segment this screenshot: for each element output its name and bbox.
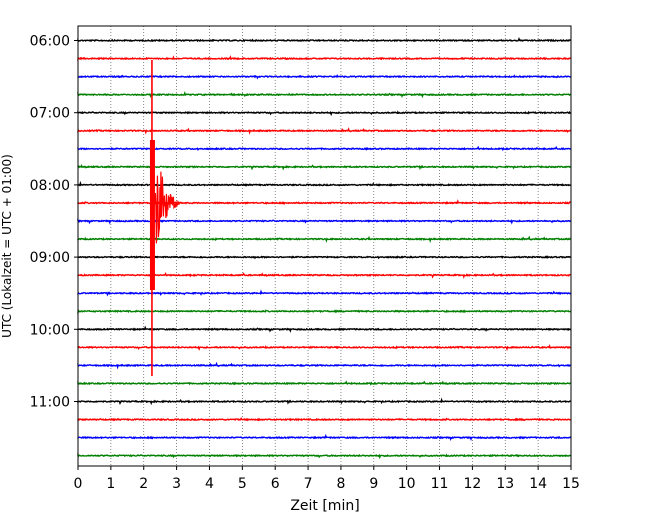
earthquake-event <box>149 60 180 376</box>
x-tick-label: 3 <box>172 476 181 492</box>
trace-line <box>77 344 571 352</box>
trace-line <box>77 433 572 442</box>
trace-line <box>77 127 572 135</box>
x-tick-label: 15 <box>562 476 580 492</box>
grid-lines <box>110 26 539 466</box>
trace-line <box>77 36 571 43</box>
trace-line <box>77 416 571 422</box>
trace-line <box>77 145 571 152</box>
trace-line <box>77 235 572 244</box>
y-tick-label: 11:00 <box>30 395 70 411</box>
trace-line <box>77 163 571 171</box>
y-tick-label: 09:00 <box>30 250 70 266</box>
x-tick-label: 8 <box>336 476 345 492</box>
trace-line <box>77 380 571 386</box>
x-tick-label: 14 <box>529 476 547 492</box>
x-tick-label: 11 <box>431 476 449 492</box>
x-tick-label: 5 <box>238 476 247 492</box>
x-tick-label: 4 <box>205 476 214 492</box>
x-tick-label: 13 <box>496 476 514 492</box>
x-tick-label: 12 <box>463 476 481 492</box>
trace-line <box>77 289 572 297</box>
plot-frame <box>77 25 572 467</box>
y-tick-label: 06:00 <box>30 34 70 50</box>
trace-line <box>77 309 571 315</box>
trace-line <box>77 271 571 279</box>
trace-line <box>77 110 572 117</box>
y-axis-label: UTC (Lokalzeit = UTC + 01:00) <box>0 154 14 338</box>
x-axis-label: Zeit [min] <box>290 498 359 514</box>
trace-line <box>77 55 571 62</box>
y-tick-label: 10:00 <box>30 322 70 338</box>
trace-line <box>77 325 572 333</box>
y-tick-label: 07:00 <box>30 106 70 122</box>
trace-line <box>77 255 572 260</box>
trace-line <box>77 397 571 406</box>
trace-line <box>77 452 572 460</box>
y-tick-label: 08:00 <box>30 178 70 194</box>
x-tick-label: 7 <box>304 476 313 492</box>
trace-line <box>77 180 571 187</box>
x-axis-ticks: 0 1 2 3 4 5 6 7 8 9 10 11 12 13 14 15 <box>74 466 580 492</box>
x-tick-label: 6 <box>271 476 280 492</box>
event-peak <box>149 140 155 290</box>
x-tick-label: 10 <box>398 476 416 492</box>
x-tick-label: 0 <box>74 476 83 492</box>
trace-line <box>77 361 571 370</box>
x-tick-label: 9 <box>369 476 378 492</box>
trace-line <box>77 74 571 80</box>
trace-line <box>77 90 571 99</box>
event-coda <box>151 140 180 264</box>
x-tick-label: 1 <box>106 476 115 492</box>
x-tick-label: 2 <box>139 476 148 492</box>
y-axis-ticks: 06:00 07:00 08:00 09:00 10:00 11:00 <box>30 34 78 411</box>
